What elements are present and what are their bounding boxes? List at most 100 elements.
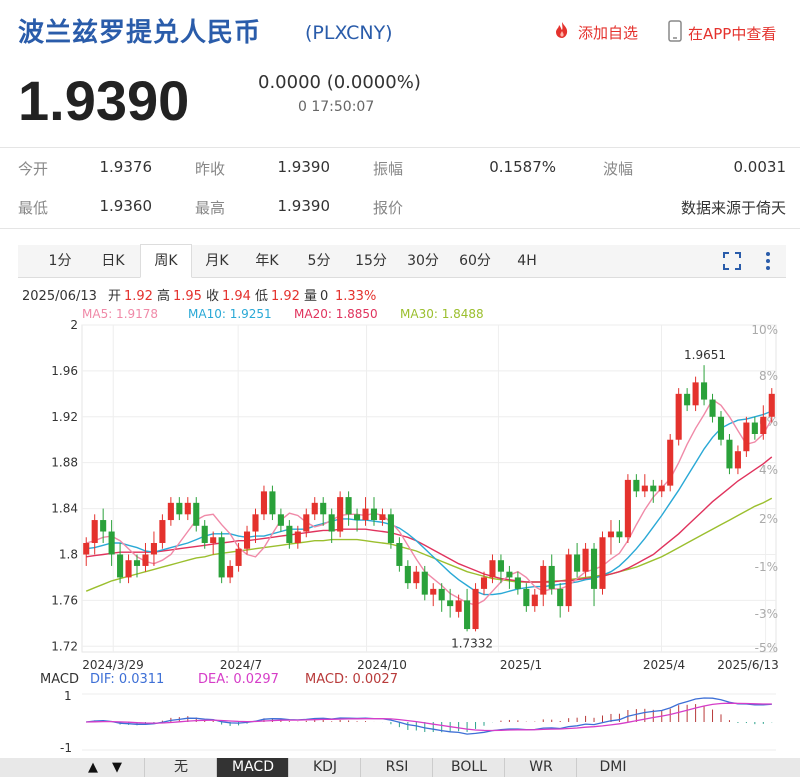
ohlc-pct: 1.33%: [335, 289, 376, 304]
ma30-legend: MA30: 1.8488: [400, 307, 484, 321]
candle-body: [514, 577, 521, 589]
candle-body: [150, 543, 157, 555]
low-caption: 低: [255, 289, 268, 304]
symbol-code: (PLXCNY): [305, 22, 393, 44]
candle-body: [362, 508, 369, 521]
candle-body: [506, 571, 513, 578]
candle-body: [624, 479, 631, 538]
candle-body: [159, 520, 166, 543]
candle-body: [540, 565, 547, 595]
ind-tab-kdj[interactable]: KDJ: [288, 758, 361, 777]
candle-body: [599, 537, 606, 589]
candle-body: [243, 531, 251, 549]
low-label: 最低: [18, 199, 49, 217]
date-tick: 2025/4: [643, 658, 685, 672]
macd-legend: MACD DIF: 0.0311 DEA: 0.0297 MACD: 0.002…: [40, 672, 398, 755]
candle-body: [590, 548, 598, 589]
candle-body: [701, 382, 708, 400]
dea-legend: DEA: 0.0297: [198, 672, 279, 687]
current-price: 1.9390: [18, 69, 190, 132]
chart-grid: [81, 324, 777, 653]
macd-title: MACD: [40, 672, 79, 687]
flame-icon: [552, 20, 572, 44]
candle-body: [650, 485, 657, 492]
candle-body: [387, 514, 394, 543]
candle-body: [345, 497, 352, 515]
candle-body: [252, 514, 259, 532]
ind-tab-macd[interactable]: MACD: [216, 758, 289, 777]
indicator-tabs: ▲ ▼ 无 MACD KDJ RSI BOLL WR DMI: [0, 758, 800, 777]
candle-body: [303, 514, 310, 532]
tab-4h[interactable]: 4H: [517, 253, 537, 269]
candle-body: [489, 560, 496, 578]
candle-body: [370, 508, 378, 521]
tab-weekly[interactable]: 周K: [140, 244, 192, 278]
tab-5min[interactable]: 5分: [307, 253, 331, 269]
date-tick: 2024/3/29: [82, 658, 144, 672]
view-in-app-label: 在APP中查看: [688, 24, 777, 43]
candle-body: [464, 600, 471, 630]
candle-body: [235, 548, 242, 566]
tab-monthly[interactable]: 月K: [205, 253, 229, 269]
candle-body: [404, 565, 411, 584]
tab-30min[interactable]: 30分: [407, 253, 439, 269]
ind-tab-wr[interactable]: WR: [504, 758, 577, 777]
add-favorite-label: 添加自选: [578, 23, 639, 42]
candle-body: [184, 502, 191, 515]
high-caption: 高: [157, 288, 170, 304]
dea-line: [86, 702, 772, 732]
date-axis: 2024/3/29 2024/7 2024/10 2025/1 2025/4 2025/6…: [82, 658, 779, 672]
more-options-icon[interactable]: [758, 245, 778, 277]
quote-time: 0 17:50:07: [298, 99, 375, 115]
high-value: 1.9390: [277, 197, 331, 215]
macd-ytick-top: 1: [64, 689, 72, 703]
kline-chart[interactable]: 2025/06/13 开 1.92 高 1.95 收 1.94 低 1.92 量…: [0, 280, 800, 758]
candle-body: [227, 565, 234, 578]
tab-60min[interactable]: 60分: [459, 253, 491, 269]
plot-frame: [81, 324, 777, 653]
tab-15min[interactable]: 15分: [355, 253, 387, 269]
candle-body: [616, 531, 623, 538]
arrow-down-icon[interactable]: ▼: [112, 760, 122, 775]
candle-body: [260, 491, 268, 515]
ma10-legend: MA10: 1.9251: [188, 307, 272, 321]
price-tick: 1.72: [51, 639, 78, 653]
candles: [83, 365, 775, 632]
percent-tick: 10%: [751, 323, 778, 337]
ind-tab-dmi[interactable]: DMI: [576, 758, 649, 777]
candle-body: [607, 531, 615, 538]
ind-tab-boll[interactable]: BOLL: [432, 758, 505, 777]
candle-body: [565, 554, 572, 607]
fullscreen-icon[interactable]: [718, 245, 746, 277]
tab-daily[interactable]: 日K: [101, 253, 125, 269]
view-in-app-button[interactable]: 在APP中查看: [668, 20, 776, 46]
ind-tab-none[interactable]: 无: [144, 758, 217, 777]
tab-1min[interactable]: 1分: [48, 253, 72, 269]
wave-label: 波幅: [603, 160, 634, 178]
ohlc-open: 1.92: [124, 289, 153, 304]
candle-body: [294, 531, 301, 543]
date-tick: 2024/10: [357, 658, 407, 672]
arrow-up-icon[interactable]: ▲: [88, 760, 98, 775]
vol-caption: 量: [304, 289, 317, 304]
max-price-label: 1.9651: [684, 348, 726, 362]
ma-lines: [85, 398, 773, 606]
ohlc-volume: 0: [320, 289, 328, 304]
percent-tick: -3%: [755, 607, 778, 621]
prev-close-value: 1.9390: [277, 158, 331, 176]
high-label: 最高: [195, 199, 226, 217]
ohlc-date: 2025/06/13: [22, 289, 97, 304]
close-caption: 收: [206, 289, 219, 304]
add-favorite-button[interactable]: 添加自选: [552, 20, 638, 44]
date-tick: 2024/7: [220, 658, 262, 672]
price-tick: 2: [70, 318, 78, 332]
tab-yearly[interactable]: 年K: [255, 253, 279, 269]
candle-body: [726, 439, 733, 469]
candle-body: [430, 588, 437, 595]
ind-tab-rsi[interactable]: RSI: [360, 758, 433, 777]
price-tick: 1.96: [51, 364, 78, 378]
candle-body: [751, 422, 758, 434]
low-value: 1.9360: [99, 197, 153, 215]
open-label: 今开: [18, 160, 49, 178]
ohlc-high: 1.95: [173, 289, 202, 304]
